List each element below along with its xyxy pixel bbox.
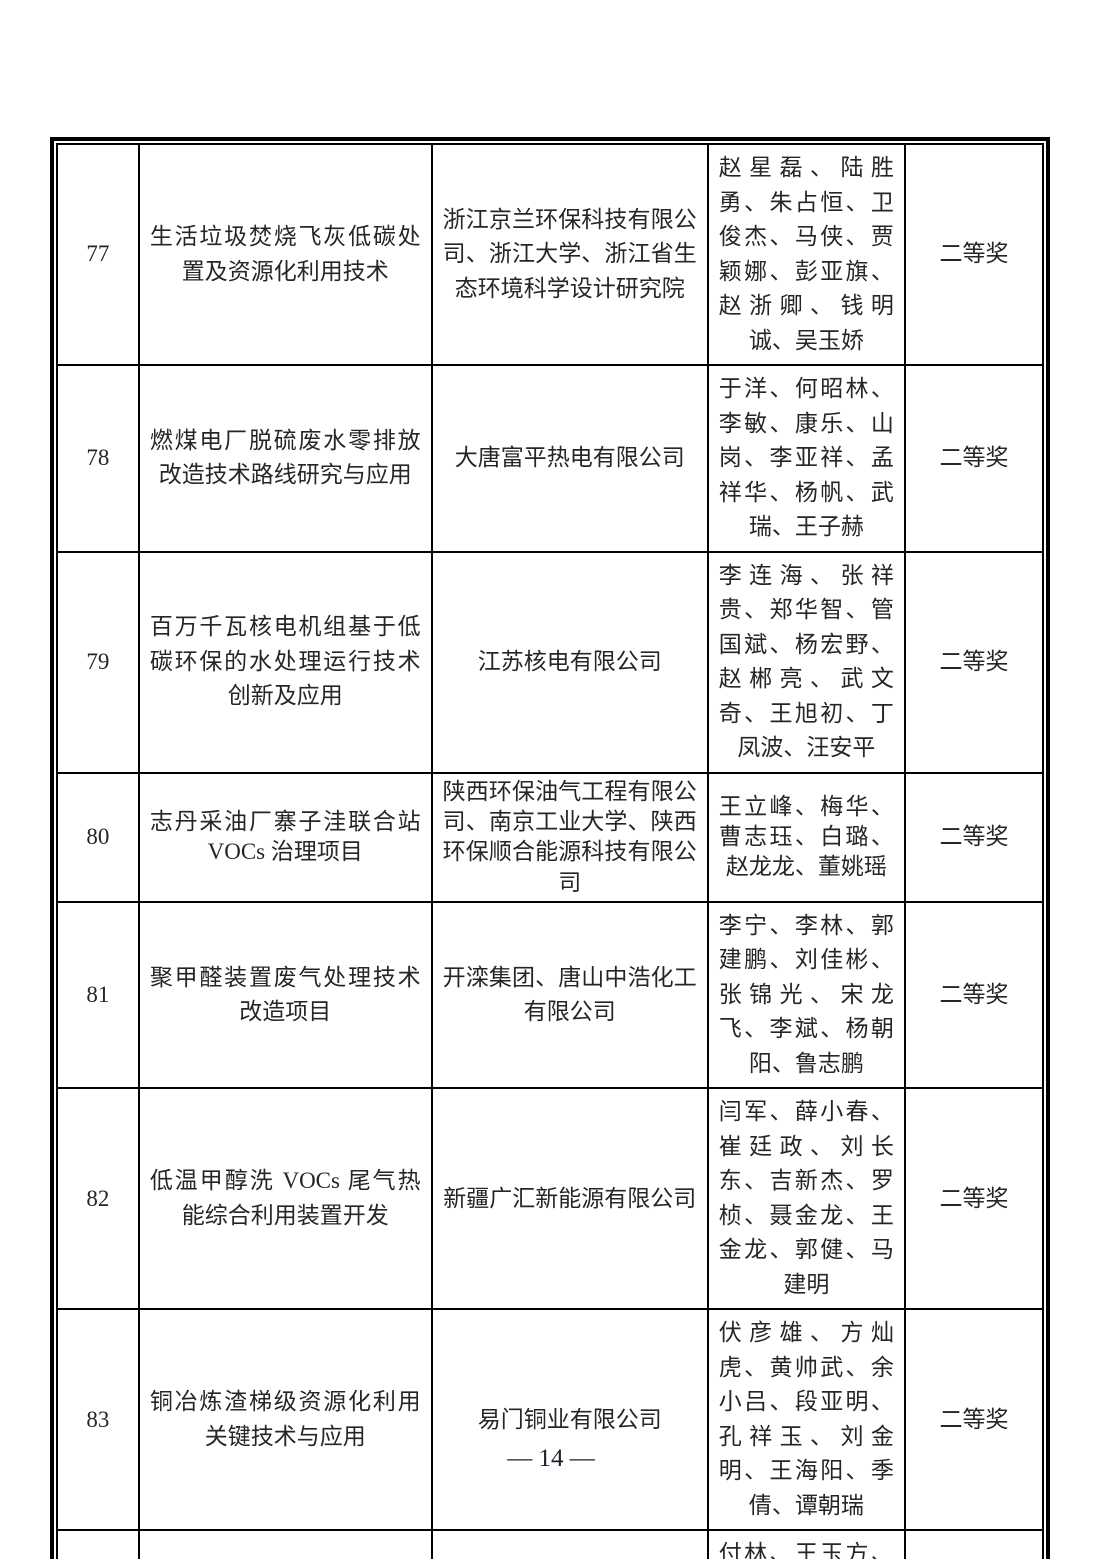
table-row: 77 生活垃圾焚烧飞灰低碳处置及资源化利用技术 浙江京兰环保科技有限公司、浙江大学、… — [56, 143, 1045, 366]
cell-project: 生活垃圾焚烧飞灰低碳处置及资源化利用技术 — [137, 143, 433, 366]
cell-award: 二等奖 — [903, 771, 1045, 903]
cell-people: 王立峰、梅华、曹志珏、白璐、赵龙龙、董姚瑶 — [706, 771, 906, 903]
cell-people: 闫军、薛小春、崔廷政、刘长东、吉新杰、罗桢、聂金龙、王金龙、郭健、马建明 — [706, 1087, 906, 1311]
cell-award: 二等奖 — [903, 1087, 1045, 1311]
cell-people: 伏彦雄、方灿虎、黄帅武、余小吕、段亚明、孔祥玉、刘金明、王海阳、季倩、谭朝瑞 — [706, 1308, 906, 1532]
cell-project: 铜冶炼渣梯级资源化利用关键技术与应用 — [137, 1308, 433, 1532]
cell-project: 燃煤电厂脱硫废水零排放改造技术路线研究与应用 — [137, 364, 433, 553]
cell-award: 二等奖 — [903, 900, 1045, 1090]
cell-award: 二等奖 — [903, 1529, 1045, 1559]
cell-num: 82 — [56, 1087, 140, 1311]
cell-num: 79 — [56, 550, 140, 774]
table-row: 82 低温甲醇洗 VOCs 尾气热能综合利用装置开发 新疆广汇新能源有限公司 闫军、薛… — [56, 1087, 1045, 1311]
table-body: 77 生活垃圾焚烧飞灰低碳处置及资源化利用技术 浙江京兰环保科技有限公司、浙江大学、… — [56, 143, 1045, 1559]
awards-table: 77 生活垃圾焚烧飞灰低碳处置及资源化利用技术 浙江京兰环保科技有限公司、浙江大学、… — [50, 137, 1050, 1559]
cell-people: 付林、王玉方、杨冰川、孙逊、杨雯雅、朱悦、李璐、提阳、李绪宾、陈明锐 — [706, 1529, 906, 1559]
table-row: 81 聚甲醛装置废气处理技术改造项目 开滦集团、唐山中浩化工有限公司 李宁、李林、郭建… — [56, 900, 1045, 1090]
cell-project: 百万千瓦核电机组基于低碳环保的水处理运行技术创新及应用 — [137, 550, 433, 774]
cell-org: 陕西环保油气工程有限公司、南京工业大学、陕西环保顺合能源科技有限公司 — [430, 771, 709, 903]
cell-org: 新疆广汇新能源有限公司 — [430, 1087, 709, 1311]
cell-people: 李连海、张祥贵、郑华智、管国斌、杨宏野、赵郴亮、武文奇、王旭初、丁凤波、汪安平 — [706, 550, 906, 774]
table-row: 80 志丹采油厂寨子洼联合站 VOCs 治理项目 陕西环保油气工程有限公司、南京工业… — [56, 771, 1045, 903]
table-row: 83 铜冶炼渣梯级资源化利用关键技术与应用 易门铜业有限公司 伏彦雄、方灿虎、黄帅武、… — [56, 1308, 1045, 1532]
cell-org: 江苏核电有限公司 — [430, 550, 709, 774]
cell-people: 赵星磊、陆胜勇、朱占恒、卫俊杰、马侠、贾颖娜、彭亚旗、赵浙卿、钱明诚、吴玉娇 — [706, 143, 906, 366]
cell-award: 二等奖 — [903, 364, 1045, 553]
cell-people: 于洋、何昭林、李敏、康乐、山岗、李亚祥、孟祥华、杨帆、武瑞、王子赫 — [706, 364, 906, 553]
cell-project: 低温甲醇洗 VOCs 尾气热能综合利用装置开发 — [137, 1087, 433, 1311]
cell-project: 超空化密闭气浮装置（罐式） — [137, 1529, 433, 1559]
cell-org: 易门铜业有限公司 — [430, 1308, 709, 1532]
page-number: — 14 — — [507, 1445, 595, 1472]
cell-num: 78 — [56, 364, 140, 553]
cell-award: 二等奖 — [903, 143, 1045, 366]
cell-award: 二等奖 — [903, 550, 1045, 774]
awards-table-grid: 77 生活垃圾焚烧飞灰低碳处置及资源化利用技术 浙江京兰环保科技有限公司、浙江大学、… — [56, 143, 1045, 1559]
cell-num: 81 — [56, 900, 140, 1090]
cell-project: 志丹采油厂寨子洼联合站 VOCs 治理项目 — [137, 771, 433, 903]
cell-org: 大唐富平热电有限公司 — [430, 364, 709, 553]
cell-org: 浙江京兰环保科技有限公司、浙江大学、浙江省生态环境科学设计研究院 — [430, 143, 709, 366]
cell-num: 83 — [56, 1308, 140, 1532]
cell-num: 80 — [56, 771, 140, 903]
cell-num: 77 — [56, 143, 140, 366]
cell-project: 聚甲醛装置废气处理技术改造项目 — [137, 900, 433, 1090]
cell-people: 李宁、李林、郭建鹏、刘佳彬、张锦光、宋龙飞、李斌、杨朝阳、鲁志鹏 — [706, 900, 906, 1090]
cell-num: 84 — [56, 1529, 140, 1559]
cell-award: 二等奖 — [903, 1308, 1045, 1532]
table-row: 78 燃煤电厂脱硫废水零排放改造技术路线研究与应用 大唐富平热电有限公司 于洋、何昭林… — [56, 364, 1045, 553]
cell-org: 开滦集团、唐山中浩化工有限公司 — [430, 900, 709, 1090]
table-row: 84超空化密闭气浮装置（罐式）森诺科技有限公司、山东大学、齐鲁师范学院、森诺技术… — [56, 1529, 1045, 1559]
table-row: 79 百万千瓦核电机组基于低碳环保的水处理运行技术创新及应用 江苏核电有限公司 李连海… — [56, 550, 1045, 774]
cell-org: 森诺科技有限公司、山东大学、齐鲁师范学院、森诺技术有限公司 — [430, 1529, 709, 1559]
